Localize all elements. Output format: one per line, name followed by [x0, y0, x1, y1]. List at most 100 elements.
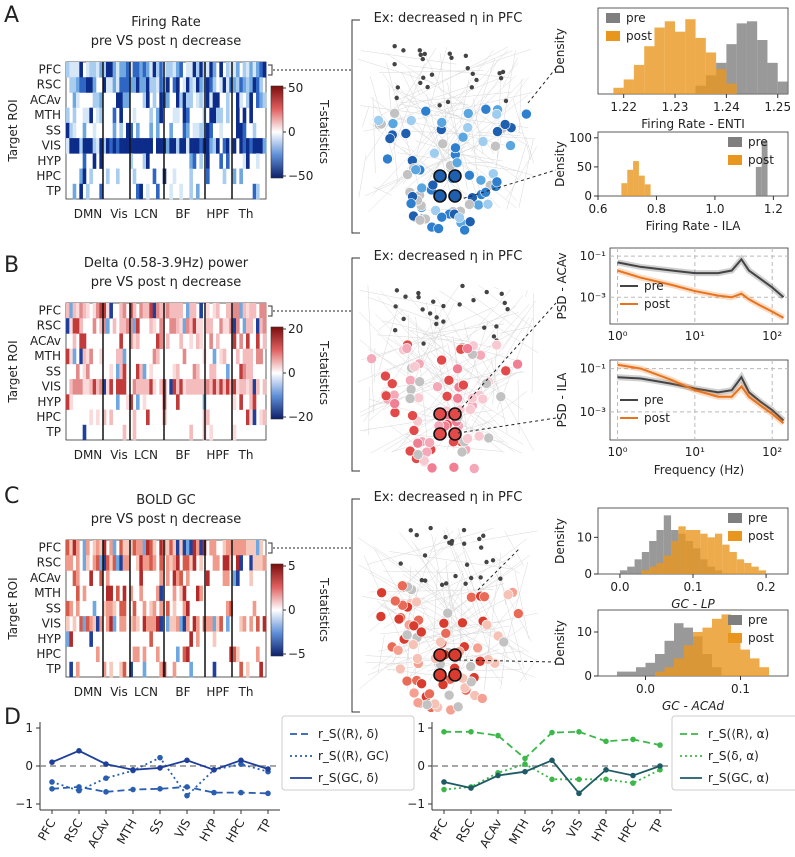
heatmap-cell [109, 379, 113, 395]
x-tick-label-PFC: PFC [35, 817, 58, 844]
x-tick-label: 1.25 [764, 100, 791, 114]
network-node-small [428, 525, 433, 531]
y-axis-label: Density [553, 141, 567, 187]
heatmap-cell [129, 333, 133, 349]
heatmap-cell [229, 318, 233, 334]
network-edge [359, 311, 406, 362]
heatmap-cell [226, 92, 230, 108]
heatmap-cell [192, 122, 197, 139]
colorbar-tick-label: −50 [288, 169, 313, 183]
hist-bar-post [656, 563, 664, 574]
heatmap-cell [192, 363, 197, 380]
heatmap-cell [176, 138, 180, 154]
heatmap-cell [189, 183, 193, 200]
row-label-ACAv: ACAv [30, 571, 61, 585]
heatmap-cell [252, 303, 257, 319]
heatmap-cell [182, 600, 187, 617]
network-edge [407, 65, 511, 79]
heatmap-cell [196, 540, 200, 556]
heatmap-cell [259, 540, 263, 556]
heatmap-cell [96, 379, 100, 395]
network-node-small [481, 533, 486, 538]
heatmap-cell [212, 631, 217, 647]
heatmap-cell [129, 122, 133, 139]
heatmap-cell [146, 379, 150, 395]
row-label-MTH: MTH [34, 349, 61, 363]
target-roi-label: Target ROI [6, 340, 20, 403]
heatmap-cell [166, 600, 170, 617]
network-node [477, 136, 489, 147]
heatmap-cell [129, 585, 133, 602]
heatmap-cell [142, 138, 147, 154]
network-node [451, 157, 463, 169]
heatmap-cell [152, 348, 157, 365]
y-tick-label: 0 [584, 567, 592, 581]
heatmap-cell [109, 409, 113, 426]
heatmap-cell [96, 540, 100, 556]
heatmap-cell [182, 122, 187, 139]
network-node [481, 378, 492, 389]
plot-frame [609, 247, 789, 325]
heatmap-cell [132, 107, 137, 124]
heatmap-cell [99, 555, 103, 571]
heatmap-cell [76, 540, 80, 556]
heatmap-1 [65, 61, 352, 200]
hist-bar-pre [674, 623, 684, 676]
psd-plot-2 [609, 247, 789, 325]
network-node-small [443, 534, 448, 540]
heatmap-cell [249, 303, 253, 319]
heatmap-cell [226, 77, 230, 93]
heatmap-cell [86, 348, 90, 365]
network-title: Ex: decreased η in PFC [374, 490, 523, 505]
network-node [436, 211, 448, 223]
network-node [433, 223, 444, 234]
legend-label-post: post [644, 411, 670, 425]
heatmap-cell [66, 107, 70, 124]
heatmap-cell [172, 585, 177, 602]
legend-label-1: r_S(⟨R⟩, GC) [318, 749, 389, 763]
heatmap-cell [72, 92, 77, 108]
heatmap-cell [166, 138, 170, 154]
network-node [437, 138, 449, 150]
heatmap-cell [179, 540, 183, 556]
heatmap-cell [122, 318, 127, 334]
network-edge [506, 145, 527, 210]
network-edge [461, 154, 503, 162]
heatmap-cell [186, 122, 190, 139]
heatmap-cell [196, 616, 200, 632]
heatmap-cell [259, 138, 263, 154]
network-node [480, 103, 492, 115]
network-node-small [445, 99, 451, 105]
heatmap-cell [82, 540, 87, 556]
y-tick-label: 10⁻¹ [580, 362, 607, 376]
network-edge [382, 73, 425, 135]
y-tick-label: 0 [417, 759, 425, 773]
network-node [408, 620, 420, 632]
heatmap-cell [229, 379, 233, 395]
heatmap-cell [216, 92, 220, 108]
heatmap-cell [96, 62, 100, 78]
source-group-LCN: LCN [134, 448, 158, 462]
source-group-HPF: HPF [206, 448, 229, 462]
heatmap-cell [142, 62, 147, 78]
heatmap-cell [136, 333, 140, 349]
heatmap-cell [119, 303, 123, 319]
series-point [103, 789, 109, 795]
x-tick-label-TP: TP [647, 817, 667, 837]
hist-bar-pre [649, 541, 657, 574]
heatmap-cell [259, 318, 263, 334]
heatmap-cell [136, 616, 140, 632]
network-edge [377, 635, 385, 674]
heatmap-cell [232, 138, 237, 154]
heatmap-cell [229, 303, 233, 319]
hist-bar-pre [746, 21, 758, 94]
network-edge [471, 128, 481, 198]
heatmap-cell [252, 183, 257, 200]
heatmap-cell [119, 107, 123, 124]
heatmap-cell [246, 363, 250, 380]
network-node [457, 617, 468, 629]
heatmap-cell [149, 540, 153, 556]
network-node-small [498, 576, 503, 581]
network-edge [439, 290, 538, 353]
heatmap-cell [96, 646, 100, 663]
